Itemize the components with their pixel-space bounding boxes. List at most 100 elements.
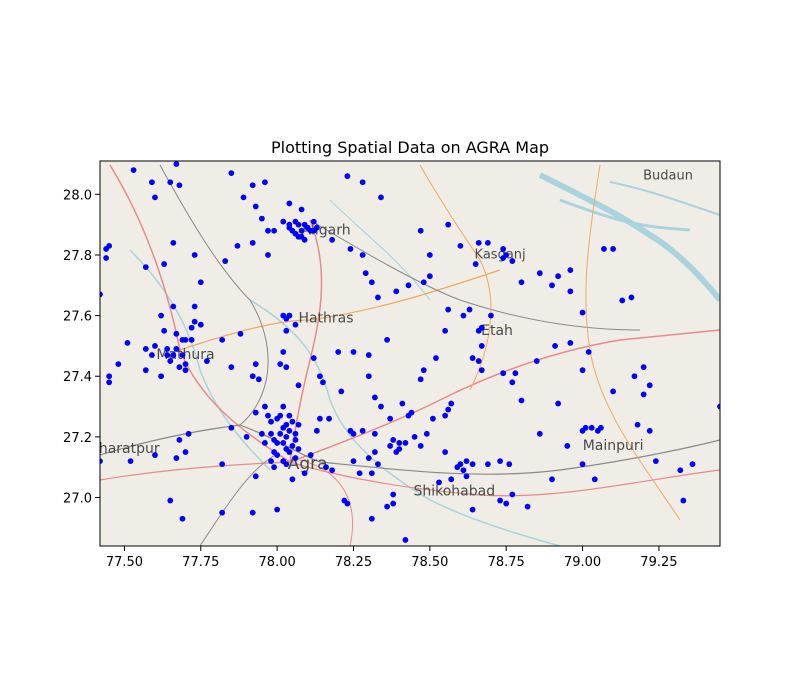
scatter-point <box>359 179 366 186</box>
scatter-point <box>652 458 659 465</box>
scatter-point <box>280 312 287 319</box>
scatter-point <box>219 509 226 516</box>
basemap-roads <box>100 164 720 546</box>
scatter-point <box>509 491 516 498</box>
scatter-point <box>188 336 195 343</box>
scatter-point <box>442 449 449 455</box>
scatter-point <box>402 440 409 446</box>
scatter-point <box>252 203 259 210</box>
scatter-point <box>338 388 345 395</box>
scatter-point <box>640 391 647 398</box>
x-tick-label: 77.75 <box>182 555 219 570</box>
scatter-point <box>466 306 473 313</box>
scatter-point <box>347 246 354 252</box>
scatter-point <box>219 461 226 468</box>
scatter-point <box>378 403 384 410</box>
scatter-point <box>497 497 503 504</box>
scatter-point <box>549 282 555 289</box>
y-tick-label: 27.8 <box>63 249 92 264</box>
x-tick-label: 78.75 <box>488 555 525 570</box>
scatter-point <box>384 503 390 510</box>
scatter-point <box>347 427 354 434</box>
scatter-point <box>280 424 287 431</box>
scatter-point <box>445 221 452 228</box>
scatter-point <box>393 288 400 295</box>
scatter-point <box>283 433 290 440</box>
scatter-point <box>280 349 287 355</box>
scatter-point <box>310 227 317 234</box>
scatter-point <box>469 506 476 513</box>
scatter-point <box>249 373 256 380</box>
scatter-points <box>100 161 720 543</box>
scatter-point <box>249 182 256 189</box>
scatter-point <box>268 418 274 425</box>
place-label: Etah <box>481 323 513 339</box>
scatter-point <box>310 355 317 361</box>
scatter-point <box>280 218 287 225</box>
scatter-point <box>500 370 507 377</box>
scatter-point <box>420 367 427 374</box>
scatter-point <box>356 470 363 477</box>
scatter-point <box>249 239 256 246</box>
scatter-point <box>344 173 351 180</box>
scatter-point <box>506 461 513 468</box>
y-tick-label: 27.4 <box>63 370 92 385</box>
scatter-point <box>610 246 617 252</box>
scatter-point <box>378 194 384 201</box>
scatter-point <box>286 221 293 228</box>
scatter-point <box>176 436 183 443</box>
scatter-point <box>289 443 296 449</box>
basemap-land <box>100 161 720 546</box>
x-tick-label: 78.50 <box>411 555 448 570</box>
scatter-point <box>478 343 485 349</box>
scatter-point <box>173 455 180 461</box>
x-tick-label: 78.25 <box>335 555 372 570</box>
scatter-point <box>399 400 406 407</box>
x-tick-label: 79.25 <box>640 555 677 570</box>
scatter-point <box>170 352 177 358</box>
scatter-point <box>417 376 424 383</box>
scatter-point <box>277 361 284 368</box>
scatter-point <box>274 506 281 513</box>
scatter-point <box>274 452 281 458</box>
scatter-point <box>390 500 397 507</box>
scatter-point <box>292 436 299 443</box>
scatter-point <box>533 358 540 364</box>
scatter-point <box>320 379 326 386</box>
scatter-point <box>555 273 562 280</box>
scatter-point <box>188 324 195 331</box>
scatter-point <box>359 252 366 258</box>
scatter-point <box>375 294 381 301</box>
scatter-point <box>286 412 293 419</box>
scatter-point <box>509 379 516 386</box>
scatter-point <box>262 440 268 446</box>
scatter-point <box>103 255 110 261</box>
scatter-point <box>252 473 259 480</box>
scatter-point <box>167 179 174 186</box>
scatter-point <box>182 361 189 368</box>
scatter-point <box>442 412 449 419</box>
scatter-point <box>393 449 400 455</box>
scatter-point <box>158 373 164 380</box>
scatter-point <box>271 436 277 443</box>
scatter-point <box>472 261 479 267</box>
scatter-point <box>286 427 293 434</box>
scatter-point <box>430 415 436 422</box>
scatter-point <box>258 215 265 222</box>
x-tick-label: 79.00 <box>564 555 601 570</box>
scatter-point <box>448 400 455 407</box>
scatter-point <box>518 397 525 404</box>
scatter-point <box>390 436 397 443</box>
scatter-point <box>509 258 516 264</box>
scatter-point <box>368 279 375 286</box>
scatter-point <box>173 330 180 337</box>
scatter-point <box>555 400 562 407</box>
scatter-point <box>149 179 155 186</box>
scatter-point <box>191 318 198 325</box>
scatter-point <box>176 182 183 189</box>
scatter-point <box>677 467 684 474</box>
scatter-point <box>249 509 256 516</box>
scatter-point <box>310 218 317 225</box>
scatter-point <box>463 458 470 465</box>
